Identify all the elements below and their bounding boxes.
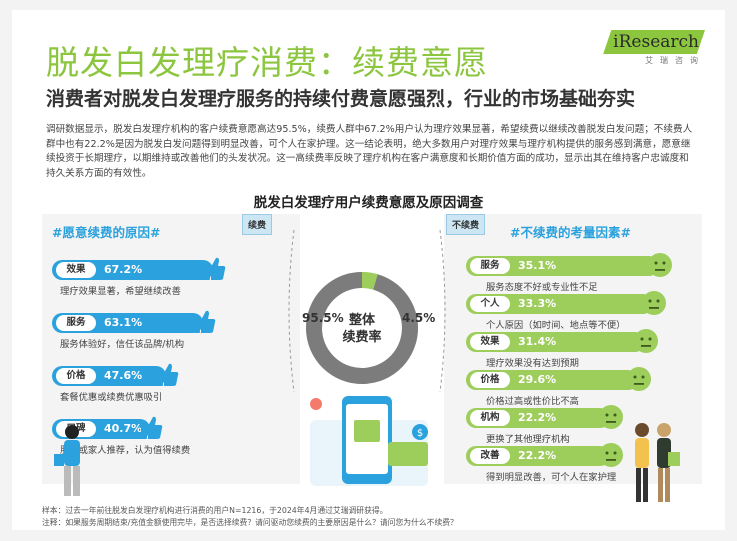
- renew-reason-bar-value: 40.7%: [104, 422, 143, 435]
- no-renew-rate-value: 4.5%: [402, 311, 436, 325]
- renew-reason-bar-label: 服务: [56, 315, 96, 331]
- donut-center-line1: 整体: [348, 312, 376, 328]
- donut-hole: [326, 292, 398, 364]
- no-renew-tag: 不续费: [446, 214, 486, 235]
- no-renew-reasons-heading: #不续费的考量因素#: [510, 225, 631, 240]
- thumbs-up-icon: [140, 416, 163, 439]
- no-renew-reason-bar-desc: 价格过高或性价比不高: [486, 396, 579, 407]
- renew-tag: 续费: [242, 214, 273, 235]
- no-renew-reason-bar-value: 22.2%: [518, 449, 557, 462]
- renew-reason-bar-0: 效果 67.2% 理疗效果显著，希望继续改善: [52, 257, 226, 297]
- donut-connectors: [288, 229, 446, 393]
- phone-payment-illustration: $: [310, 396, 428, 486]
- person-illustration-left: [54, 425, 80, 496]
- neutral-face-icon: [599, 405, 624, 429]
- report-page: 脱发白发理疗消费：续费意愿 iResearch 艾瑞咨询 消费者对脱发白发理疗服…: [12, 10, 725, 530]
- no-renew-reason-bar-label: 效果: [470, 334, 510, 350]
- intro-paragraph: 调研数据显示，脱发白发理疗机构的客户续费意愿高达95.5%，续费人群中67.2%…: [46, 124, 693, 179]
- no-renew-reason-bar-desc: 更换了其他理疗机构: [486, 434, 570, 445]
- no-renew-reason-bar-0: 服务 35.1% 服务态度不好或专业性不足: [466, 253, 673, 293]
- no-renew-reason-bar-3: 价格 29.6% 价格过高或性价比不高: [466, 367, 652, 407]
- logo-subtext: 艾瑞咨询: [645, 56, 705, 65]
- neutral-face-icon: [599, 443, 624, 467]
- no-renew-reason-bar-value: 29.6%: [518, 373, 557, 386]
- no-renew-reason-bar-desc: 得到明显改善，可个人在家护理: [486, 472, 617, 483]
- donut-renew-arc: [306, 272, 418, 384]
- overall-renew-donut: 整体 续费率: [306, 272, 418, 384]
- iresearch-logo: iResearch 艾瑞咨询: [603, 30, 705, 66]
- no-renew-reason-bar-value: 35.1%: [518, 259, 557, 272]
- renew-reason-bar-value: 63.1%: [104, 316, 143, 329]
- no-renew-reason-bar-label: 服务: [470, 258, 510, 274]
- logo-text: iResearch: [603, 30, 705, 54]
- neutral-face-icon: [641, 291, 666, 315]
- renew-reason-bar-label: 价格: [56, 368, 96, 384]
- donut-no-renew-arc: [306, 272, 418, 384]
- neutral-face-icon: [634, 329, 659, 353]
- renew-reasons-heading: #愿意续费的原因#: [52, 225, 161, 240]
- no-renew-reason-bar-desc: 服务态度不好或专业性不足: [486, 282, 598, 293]
- chart-title: 脱发白发理疗用户续费意愿及原因调查: [253, 195, 484, 211]
- remark-note: 注释：如果服务周期结束/充值金额使用完毕，是否选择续费？请问驱动您续费的主要原因…: [42, 518, 458, 527]
- page-subtitle: 消费者对脱发白发理疗服务的持续付费意愿强烈，行业的市场基础夯实: [46, 88, 636, 110]
- no-renew-reason-bar-desc: 理疗效果没有达到预期: [486, 358, 579, 369]
- renew-reason-bar-desc: 服务体验好，信任该品牌/机构: [60, 339, 184, 350]
- renew-rate-value: 95.5%: [302, 311, 344, 325]
- no-renew-reason-bar-2: 效果 31.4% 理疗效果没有达到预期: [466, 329, 659, 369]
- renew-reason-bar-desc: 套餐优惠或续费优惠吸引: [60, 392, 163, 403]
- no-renew-reason-bar-value: 31.4%: [518, 335, 557, 348]
- renew-reason-bar-value: 67.2%: [104, 263, 143, 276]
- no-renew-reason-bar-label: 个人: [470, 296, 510, 312]
- no-renew-reason-bar-label: 机构: [470, 410, 510, 426]
- svg-text:$: $: [417, 428, 423, 439]
- no-renew-reason-bar-desc: 个人原因（如时间、地点等不便）: [486, 320, 626, 331]
- sample-note: 样本：过去一年前往脱发白发理疗机构进行消费的用户N=1216，于2024年4月通…: [42, 506, 388, 515]
- no-renew-reason-bar-value: 33.3%: [518, 297, 557, 310]
- no-renew-reason-bar-5: 改善 22.2% 得到明显改善，可个人在家护理: [466, 443, 624, 483]
- no-renew-reason-bar-1: 个人 33.3% 个人原因（如时间、地点等不便）: [466, 291, 666, 331]
- no-renew-reason-bar-fill: [466, 332, 646, 352]
- no-renew-reason-bar-value: 22.2%: [518, 411, 557, 424]
- renew-reason-bar-label: 效果: [56, 262, 96, 278]
- no-renew-reason-bar-fill: [466, 256, 660, 276]
- donut-center-line2: 续费率: [342, 329, 381, 345]
- thumbs-up-icon: [204, 257, 226, 280]
- renew-reason-bar-2: 价格 47.6% 套餐优惠或续费优惠吸引: [52, 363, 179, 403]
- thumbs-up-icon: [194, 310, 216, 333]
- renew-reason-bar-1: 服务 63.1% 服务体验好，信任该品牌/机构: [52, 310, 216, 350]
- page-title: 脱发白发理疗消费：续费意愿: [46, 43, 488, 82]
- renew-reason-bar-value: 47.6%: [104, 369, 143, 382]
- renew-reason-bar-desc: 朋友或家人推荐，认为值得续费: [60, 445, 191, 456]
- renew-reason-bar-desc: 理疗效果显著，希望继续改善: [60, 286, 181, 297]
- renew-reasons-panel: #愿意续费的原因# 效果 67.2% 理疗效果显著，希望继续改善服务 63.1% 服务体…: [42, 214, 300, 484]
- neutral-face-icon: [627, 367, 652, 391]
- no-renew-reason-bar-label: 价格: [470, 372, 510, 388]
- people-illustration-right: [635, 423, 680, 502]
- no-renew-reason-bar-4: 机构 22.2% 更换了其他理疗机构: [466, 405, 624, 445]
- thumbs-up-icon: [157, 363, 179, 386]
- no-renew-reason-bar-fill: [466, 294, 653, 314]
- no-renew-reason-bar-fill: [466, 370, 639, 390]
- no-renew-reason-bar-label: 改善: [470, 448, 510, 464]
- neutral-face-icon: [648, 253, 673, 277]
